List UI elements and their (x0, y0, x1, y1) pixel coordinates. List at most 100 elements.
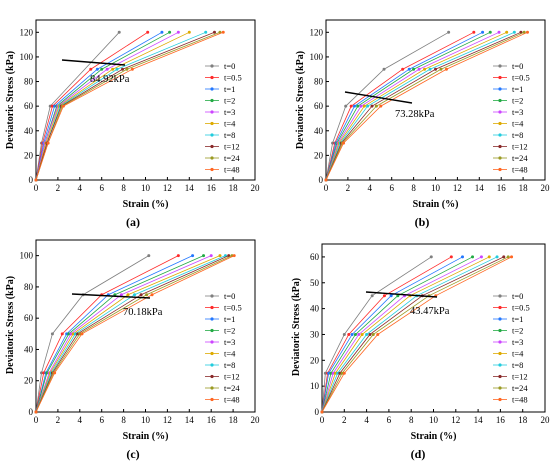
data-point (512, 30, 516, 34)
chart-panel-3: 0 2 4 6 8 10 12 14 16 18 20 0 20 40 60 80 100 Strain (%) D… (5, 239, 261, 461)
data-point (176, 30, 180, 34)
data-point (497, 30, 501, 34)
y-tick-label: 60 (310, 252, 320, 262)
x-tick-label: 10 (431, 183, 441, 193)
legend-marker (498, 167, 502, 172)
data-point (130, 67, 134, 71)
y-tick-label: 60 (24, 313, 34, 323)
legend-entry-t=0: t=0 (224, 61, 235, 71)
legend-entry-t=12: t=12 (512, 142, 528, 152)
data-point (89, 67, 93, 71)
legend-entry-t=1: t=1 (512, 314, 523, 324)
data-point (342, 371, 346, 375)
data-point (423, 67, 427, 71)
data-point (495, 255, 499, 259)
legend-entry-t=12: t=12 (224, 142, 240, 152)
legend-marker (210, 167, 214, 172)
data-point (444, 67, 448, 71)
data-point (506, 255, 510, 259)
legend-entry-t=4: t=4 (224, 119, 236, 129)
data-point (460, 255, 464, 259)
y-tick-label: 40 (24, 126, 34, 136)
series-line-t=0 (35, 32, 120, 181)
data-point (48, 104, 52, 108)
annotation-label: 43.47kPa (410, 306, 450, 317)
legend-marker (498, 340, 502, 344)
data-point (439, 67, 443, 71)
data-point (362, 104, 366, 108)
data-point (218, 254, 222, 258)
legend-entry-t=2: t=2 (224, 326, 235, 336)
panel-caption: (a) (126, 215, 140, 229)
x-axis-label: Strain (%) (123, 199, 169, 210)
data-point (357, 332, 361, 336)
x-tick-label: 12 (453, 183, 462, 193)
data-point (221, 30, 225, 34)
x-tick-label: 4 (78, 183, 83, 193)
x-tick-label: 14 (474, 415, 484, 425)
y-tick-label: 80 (24, 282, 34, 292)
legend-marker (498, 386, 502, 390)
legend-entry-t=24: t=24 (224, 153, 240, 163)
x-tick-label: 8 (409, 415, 414, 425)
y-tick-label: 40 (24, 344, 34, 354)
x-tick-label: 18 (518, 415, 528, 425)
legend-marker (498, 87, 502, 91)
y-tick-label: 40 (314, 126, 324, 136)
data-point (331, 371, 335, 375)
x-tick-label: 12 (163, 415, 172, 425)
legend-marker (210, 144, 214, 149)
data-point (347, 332, 351, 336)
data-point (449, 255, 453, 259)
x-tick-label: 10 (141, 415, 151, 425)
data-point (327, 371, 331, 375)
data-point (379, 104, 383, 108)
data-point (417, 67, 421, 71)
x-tick-label: 4 (364, 415, 369, 425)
legend-entry-t=24: t=24 (512, 383, 528, 393)
annotation-label: 70.18kPa (123, 307, 163, 318)
chart-panel-2: 0 2 4 6 8 10 12 14 16 18 20 0 20 40 60 80 100 120 Strain (… (295, 19, 550, 229)
panel-caption: (d) (411, 447, 426, 461)
data-point (481, 30, 485, 34)
x-tick-label: 20 (251, 415, 261, 425)
x-tick-label: 16 (496, 415, 506, 425)
legend-entry-t=2: t=2 (512, 96, 523, 106)
legend-entry-t=48: t=48 (512, 395, 528, 405)
series-line-t=1 (325, 31, 483, 181)
data-point (121, 67, 125, 71)
legend-marker (498, 294, 502, 298)
data-point (146, 30, 150, 34)
legend-entry-t=48: t=48 (224, 165, 240, 175)
data-point (324, 178, 328, 182)
data-point (502, 255, 506, 259)
y-tick-label: 100 (20, 52, 34, 62)
x-tick-label: 6 (387, 415, 392, 425)
legend-entry-t=4: t=4 (224, 349, 236, 359)
data-point (331, 141, 335, 145)
series-line-t=3 (321, 256, 482, 413)
x-tick-label: 18 (229, 415, 239, 425)
y-tick-label: 100 (20, 251, 34, 261)
x-tick-label: 10 (141, 183, 151, 193)
data-point (412, 67, 416, 71)
legend-marker (210, 397, 214, 402)
data-point (320, 410, 324, 414)
y-axis-label: Deviatoric Stress (kPa) (5, 276, 16, 374)
data-point (370, 294, 374, 298)
data-point (111, 67, 115, 71)
plot-frame (35, 239, 256, 413)
data-point (71, 332, 75, 336)
legend-marker (210, 121, 214, 126)
x-tick-label: 8 (411, 183, 416, 193)
y-tick-label: 120 (310, 27, 324, 37)
legend-entry-t=0: t=0 (512, 291, 523, 301)
legend-marker (210, 133, 214, 137)
x-tick-label: 2 (56, 183, 61, 193)
annotation-line (344, 91, 413, 104)
legend-entry-t=0.5: t=0.5 (224, 303, 242, 313)
legend-entry-t=8: t=8 (512, 130, 523, 140)
legend-entry-t=1: t=1 (224, 314, 235, 324)
y-tick-label: 20 (24, 376, 34, 386)
data-point (366, 104, 370, 108)
